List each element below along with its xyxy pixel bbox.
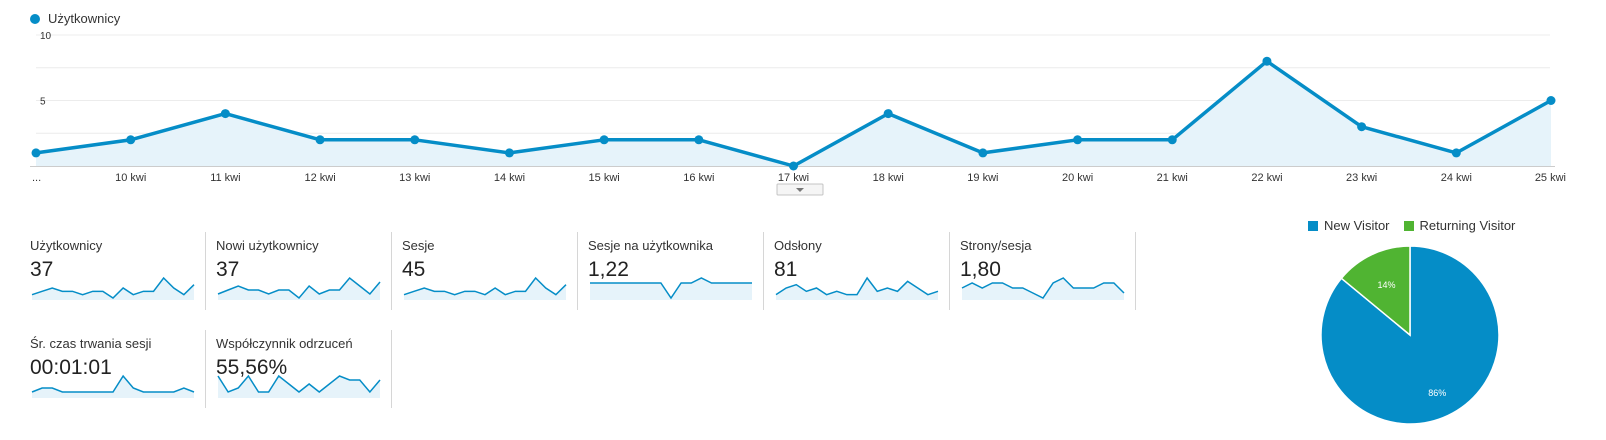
x-tick-label: 23 kwi xyxy=(1346,172,1377,184)
sparkline-area xyxy=(32,278,194,300)
data-point[interactable] xyxy=(1262,56,1272,66)
x-tick-label: 13 kwi xyxy=(399,172,430,184)
pie-slice-label: 86% xyxy=(1428,388,1446,398)
pie-slice-label: 14% xyxy=(1377,280,1395,290)
data-point[interactable] xyxy=(315,135,325,145)
sparkline-line xyxy=(217,276,381,300)
metrics-grid: Użytkownicy 37 Nowi użytkownicy 37 Sesje 45 Se… xyxy=(20,232,1170,432)
x-tick-label: 19 kwi xyxy=(967,172,998,184)
metric-label: Śr. czas trwania sesji xyxy=(30,336,152,351)
metric-tile[interactable]: Śr. czas trwania sesji 00:01:01 xyxy=(20,330,206,408)
pie-slice-returning-visitor[interactable] xyxy=(1340,245,1411,337)
sparkline-area xyxy=(776,278,938,300)
x-tick-label: 17 kwi xyxy=(778,172,809,184)
data-point[interactable] xyxy=(31,148,41,158)
data-point[interactable] xyxy=(694,135,704,145)
metric-sparkline xyxy=(961,277,1125,300)
metric-label: Strony/sesja xyxy=(960,238,1032,253)
x-tick-label: 18 kwi xyxy=(873,172,904,184)
sparkline-line xyxy=(775,276,939,296)
metric-label: Nowi użytkownicy xyxy=(216,238,319,253)
metric-sparkline xyxy=(217,374,381,398)
metric-tile[interactable]: Użytkownicy 37 xyxy=(20,232,206,310)
data-point[interactable] xyxy=(978,148,988,158)
y-tick-label: 10 xyxy=(40,31,52,42)
metric-label: Sesje na użytkownika xyxy=(588,238,714,253)
metric-tile[interactable]: Współczynnik odrzuceń 55,56% xyxy=(206,330,392,408)
x-tick-label: 21 kwi xyxy=(1157,172,1188,184)
data-point[interactable] xyxy=(1073,135,1083,145)
metric-tile[interactable]: Odsłony 81 xyxy=(764,232,950,310)
metric-label: Współczynnik odrzuceń xyxy=(216,336,353,351)
metric-value: 1,22 xyxy=(588,258,629,281)
metric-sparkline xyxy=(217,276,381,300)
x-tick-label: 22 kwi xyxy=(1251,172,1282,184)
main-chart-legend: Użytkownicy xyxy=(30,11,120,26)
x-tick-label: 20 kwi xyxy=(1062,172,1093,184)
metric-value: 37 xyxy=(216,258,240,281)
pie-legend-item-new: New Visitor xyxy=(1308,218,1390,233)
chevron-down-icon xyxy=(796,188,804,192)
metric-label: Użytkownicy xyxy=(30,238,103,253)
metric-value: 37 xyxy=(30,258,54,281)
users-line-chart: 10 5... 10 kwi 11 kwi 12 kwi 13 kwi 14 kwi 15 k… xyxy=(30,31,1566,196)
pie-legend-label-new: New Visitor xyxy=(1324,218,1390,233)
metric-tile[interactable]: Sesje na użytkownika 1,22 xyxy=(578,232,764,310)
pie-legend-label-returning: Returning Visitor xyxy=(1419,218,1516,233)
returning-visitor-swatch-icon xyxy=(1403,220,1414,231)
metric-value: 45 xyxy=(402,258,426,281)
x-tick-label: 16 kwi xyxy=(683,172,714,184)
data-point[interactable] xyxy=(883,109,893,119)
metric-label: Sesje xyxy=(402,238,435,253)
metric-tile[interactable]: Strony/sesja 1,80 xyxy=(950,232,1136,310)
metric-value: 00:01:01 xyxy=(30,356,112,379)
metric-sparkline xyxy=(403,276,567,300)
legend-dot-icon xyxy=(30,13,40,24)
sparkline-area xyxy=(32,376,194,398)
data-point[interactable] xyxy=(1167,135,1177,145)
metric-sparkline xyxy=(590,277,752,300)
data-point[interactable] xyxy=(1451,148,1461,158)
sparkline-line xyxy=(31,374,195,393)
data-point[interactable] xyxy=(504,148,514,158)
metric-sparkline xyxy=(775,276,939,300)
x-tick-label: 12 kwi xyxy=(304,172,335,184)
metric-label: Odsłony xyxy=(774,238,822,253)
new-visitor-swatch-icon xyxy=(1308,220,1318,231)
metric-tile[interactable]: Nowi użytkownicy 37 xyxy=(206,232,392,310)
metric-tile[interactable]: Sesje 45 xyxy=(392,232,578,310)
data-point[interactable] xyxy=(126,135,136,145)
metric-sparkline xyxy=(31,374,195,398)
x-tick-label: 14 kwi xyxy=(494,172,525,184)
main-chart-legend-label: Użytkownicy xyxy=(48,11,121,26)
data-point[interactable] xyxy=(410,135,420,145)
data-point[interactable] xyxy=(220,109,230,119)
x-tick-label: 25 kwi xyxy=(1535,172,1566,184)
sparkline-line xyxy=(403,276,567,296)
series-area xyxy=(36,61,1551,167)
pie-legend-item-returning: Returning Visitor xyxy=(1403,218,1516,233)
sparkline-area xyxy=(218,278,380,300)
y-tick-label: 5 xyxy=(40,97,46,108)
data-point[interactable] xyxy=(1357,122,1367,132)
x-tick-label: 11 kwi xyxy=(210,172,240,184)
pie-legend: New Visitor Returning Visitor xyxy=(1308,218,1515,233)
metric-value: 81 xyxy=(774,258,798,281)
x-tick-label: 10 kwi xyxy=(115,172,146,184)
metric-value: 1,80 xyxy=(960,258,1001,281)
sparkline-line xyxy=(590,277,752,300)
sparkline-line xyxy=(961,277,1125,299)
metric-value: 55,56% xyxy=(216,356,288,379)
visitor-type-pie-chart: 86% 14% xyxy=(1320,245,1500,425)
metric-sparkline xyxy=(31,276,195,300)
sparkline-line xyxy=(217,374,381,394)
data-point[interactable] xyxy=(789,161,798,171)
sparkline-line xyxy=(31,276,195,299)
data-point[interactable] xyxy=(1546,96,1556,105)
x-tick-label: ... xyxy=(32,172,41,184)
x-tick-label: 24 kwi xyxy=(1441,172,1472,184)
sparkline-area xyxy=(404,278,566,300)
x-tick-label: 15 kwi xyxy=(589,172,620,184)
data-point[interactable] xyxy=(599,135,609,145)
